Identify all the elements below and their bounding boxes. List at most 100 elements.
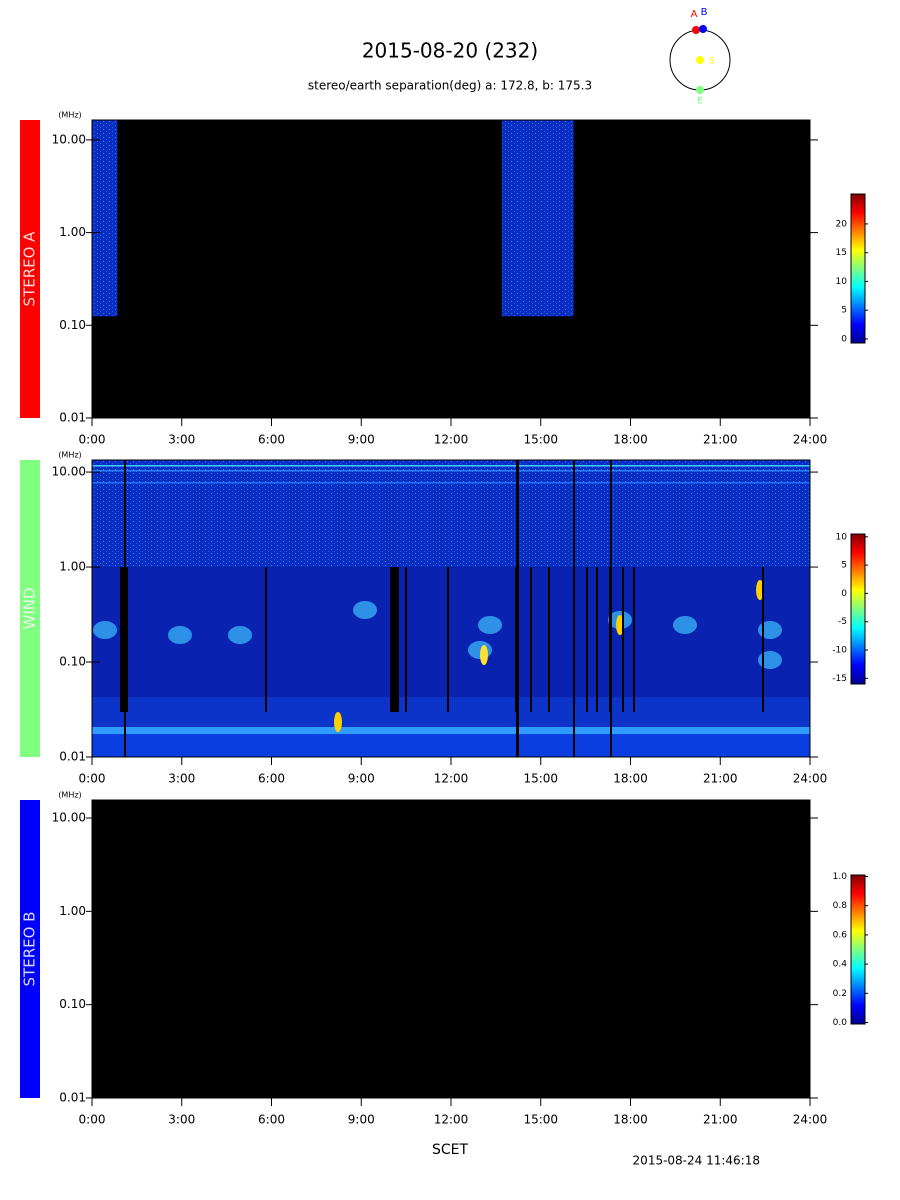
burst [228, 626, 252, 644]
orbit-label: S [709, 57, 715, 67]
orbit-diagram: A B S E [669, 7, 731, 107]
colorbar-label: 0.2 [833, 989, 847, 999]
timestamp: 2015-08-24 11:46:18 [633, 1154, 760, 1168]
data-gap [530, 567, 532, 712]
colorbar-label: 10 [836, 277, 848, 287]
x-tick-label: 9:00 [348, 1113, 375, 1127]
plot-area [92, 120, 810, 418]
x-tick-label: 12:00 [434, 1113, 469, 1127]
x-tick-label: 15:00 [523, 772, 558, 786]
colorbar-label: 0.0 [833, 1018, 848, 1028]
x-tick-label: 6:00 [258, 433, 285, 447]
x-tick-label: 6:00 [258, 1113, 285, 1127]
orbit-label: A [691, 9, 698, 20]
data-gap [124, 460, 126, 757]
x-tick-label: 24:00 [793, 433, 828, 447]
data-gap [622, 567, 624, 712]
y-unit: (MHz) [58, 791, 81, 800]
data-gap [762, 567, 764, 712]
data-gap [586, 567, 588, 712]
colorbar-label: 15 [836, 248, 847, 258]
x-tick-label: 3:00 [168, 433, 195, 447]
x-tick-label: 0:00 [79, 1113, 106, 1127]
burst [468, 641, 492, 659]
x-tick-label: 21:00 [703, 1113, 738, 1127]
coverage [501, 120, 574, 317]
x-tick-label: 3:00 [168, 1113, 195, 1127]
data-gap [265, 567, 267, 712]
x-tick-label: 0:00 [79, 433, 106, 447]
y-tick-label: 1.00 [59, 560, 86, 574]
x-label: SCET [432, 1142, 469, 1158]
y-unit: (MHz) [58, 111, 81, 120]
orbit-sun [696, 56, 704, 64]
orbit-earth [696, 86, 704, 94]
burst [478, 616, 502, 634]
burst [758, 621, 782, 639]
colorbar-label: -5 [838, 617, 847, 627]
colorbar [850, 874, 866, 1025]
x-tick-label: 18:00 [613, 1113, 648, 1127]
spectrum-line [92, 482, 810, 484]
colorbar-label: 0.6 [833, 930, 848, 940]
data-gap [447, 567, 449, 712]
colorbar-label: 0 [841, 589, 847, 599]
spectrum-line [92, 470, 810, 472]
spectrum-band [92, 727, 810, 734]
colorbar [850, 193, 866, 344]
x-tick-label: 0:00 [79, 772, 106, 786]
panel: STEREO B (MHz) 0.01 0.10 1.00 10.00 0:00 3:00 6:… [20, 791, 868, 1158]
side-bar [20, 120, 40, 418]
y-tick-label: 10.00 [52, 811, 86, 825]
x-tick-label: 21:00 [703, 772, 738, 786]
colorbar [850, 533, 866, 685]
x-tick-label: 9:00 [348, 433, 375, 447]
x-tick-label: 18:00 [613, 433, 648, 447]
data-gap [610, 460, 612, 757]
orbit-label: E [697, 97, 703, 107]
y-tick-label: 0.01 [59, 411, 86, 425]
colorbar-label: 1.0 [833, 872, 848, 882]
x-tick-label: 21:00 [703, 433, 738, 447]
spectrum-band [92, 734, 810, 757]
spectrum-band [92, 697, 810, 732]
y-tick-label: 0.01 [59, 750, 86, 764]
burst [353, 601, 377, 619]
burst-core [480, 645, 488, 665]
colorbar-label: 0.8 [833, 901, 848, 911]
x-tick-label: 12:00 [434, 772, 469, 786]
spectrum-line [92, 465, 810, 467]
panel: WIND (MHz) 0.01 0.10 1.00 10.00 0:00 3:00 6:00 9:… [20, 451, 868, 786]
side-bar [20, 800, 40, 1098]
burst [93, 621, 117, 639]
data-gap [125, 567, 128, 712]
data-gap [548, 567, 550, 712]
data-gap [596, 567, 598, 712]
colorbar-label: 0.4 [833, 960, 848, 970]
coverage [92, 120, 118, 317]
colorbar-label: 5 [841, 561, 847, 571]
y-tick-label: 0.10 [59, 655, 86, 669]
x-tick-label: 15:00 [523, 433, 558, 447]
y-tick-label: 10.00 [52, 132, 86, 146]
orbit-a [692, 26, 700, 34]
panel: STEREO A (MHz) 0.01 0.10 1.00 10.00 0:00 3:00 6:… [20, 111, 868, 447]
x-tick-label: 24:00 [793, 1113, 828, 1127]
orbit-label: B [701, 7, 708, 18]
y-tick-label: 10.00 [52, 465, 86, 479]
data-gap [390, 567, 399, 712]
data-gap [633, 567, 635, 712]
data-gap [120, 567, 126, 712]
y-unit: (MHz) [58, 451, 81, 460]
x-tick-label: 3:00 [168, 772, 195, 786]
colorbar-label: 5 [841, 306, 847, 316]
data-gap [405, 567, 407, 712]
data-gap [573, 460, 575, 757]
colorbar-label: -15 [832, 674, 847, 684]
data-gap [516, 460, 519, 757]
x-tick-label: 24:00 [793, 772, 828, 786]
y-tick-label: 0.10 [59, 318, 86, 332]
colorbar-label: 10 [836, 532, 848, 542]
